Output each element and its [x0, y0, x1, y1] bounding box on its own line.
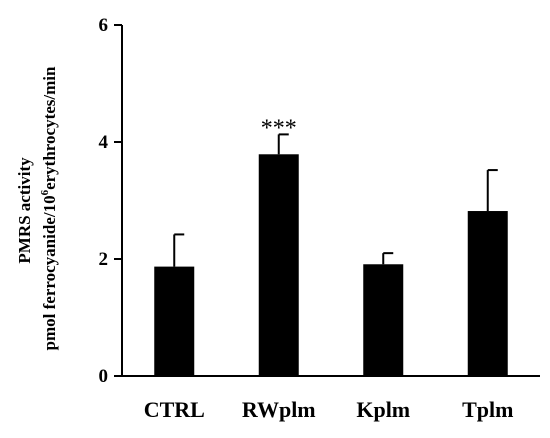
y-axis-title-line2: pmol ferrocyanide/106erythrocytes/min [39, 66, 59, 350]
y-axis-title-line2-post: erythrocytes/min [40, 66, 59, 190]
error-bars [173, 133, 498, 267]
significance-labels: *** [261, 115, 297, 141]
bar-tplm [467, 211, 508, 376]
y-ticks: 0 2 4 6 [99, 15, 122, 387]
y-tick-label: 6 [99, 15, 109, 36]
category-label-rwplm: RWplm [242, 397, 316, 422]
y-tick-label: 0 [99, 366, 109, 387]
y-tick-label: 2 [99, 249, 109, 270]
category-label-ctrl: CTRL [144, 397, 205, 422]
bar-kplm [363, 264, 404, 376]
bars [154, 154, 508, 376]
category-label-kplm: Kplm [356, 397, 410, 422]
category-labels: CTRL RWplm Kplm Tplm [144, 397, 514, 422]
y-axis-title-line2-pre: pmol ferrocyanide/10 [40, 195, 59, 350]
y-axis-title-line2-sup: 6 [39, 189, 51, 195]
category-label-tplm: Tplm [462, 397, 513, 422]
significance-label-rwplm: *** [261, 115, 297, 141]
y-tick-label: 4 [99, 132, 109, 153]
bar-rwplm [258, 154, 299, 376]
bar-ctrl [154, 266, 195, 376]
y-axis-title-line1: PMRS activity [15, 157, 34, 264]
